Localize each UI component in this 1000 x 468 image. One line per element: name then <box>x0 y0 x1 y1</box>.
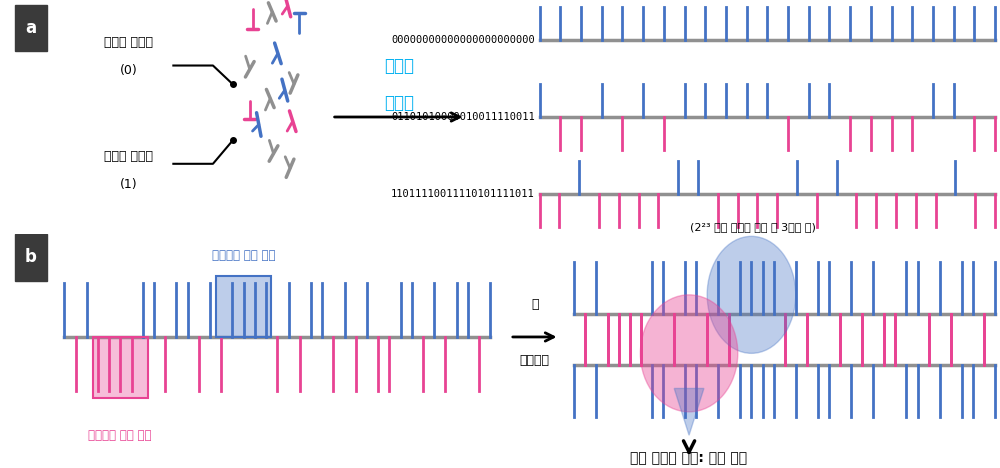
Text: 00000000000000000000000: 00000000000000000000000 <box>391 35 535 45</box>
Bar <box>93 337 148 398</box>
Bar <box>15 234 47 281</box>
Text: b: b <box>25 249 37 266</box>
Bar <box>93 337 148 398</box>
Text: 11011110011110101111011: 11011110011110101111011 <box>391 189 535 199</box>
Text: a: a <box>25 19 36 37</box>
Text: 무작위: 무작위 <box>384 57 414 74</box>
Bar <box>15 5 47 51</box>
Polygon shape <box>674 388 704 435</box>
Text: 지용성이 강한 구간: 지용성이 강한 구간 <box>88 429 152 442</box>
Bar <box>216 276 271 337</box>
Text: 짝이 어깋난 구간: 접힙 발생: 짝이 어깋난 구간: 접힙 발생 <box>630 452 748 466</box>
Text: 공중합: 공중합 <box>384 94 414 112</box>
Bar <box>216 276 271 337</box>
Text: (1): (1) <box>120 178 138 191</box>
Ellipse shape <box>640 295 738 412</box>
Ellipse shape <box>707 236 796 353</box>
Text: 01101010000010011110011: 01101010000010011110011 <box>391 112 535 122</box>
Text: 물: 물 <box>531 298 538 311</box>
Text: 지용성 단량체: 지용성 단량체 <box>104 150 153 163</box>
Text: 수용성 단량체: 수용성 단량체 <box>104 36 153 49</box>
Text: (2²³ 개의 가능한 서열 중 3개의 예): (2²³ 개의 가능한 서열 중 3개의 예) <box>690 222 815 232</box>
Text: 수용성이 강한 구간: 수용성이 강한 구간 <box>212 249 275 262</box>
Text: (0): (0) <box>120 64 138 77</box>
Text: 짝맞추기: 짝맞추기 <box>520 354 550 367</box>
